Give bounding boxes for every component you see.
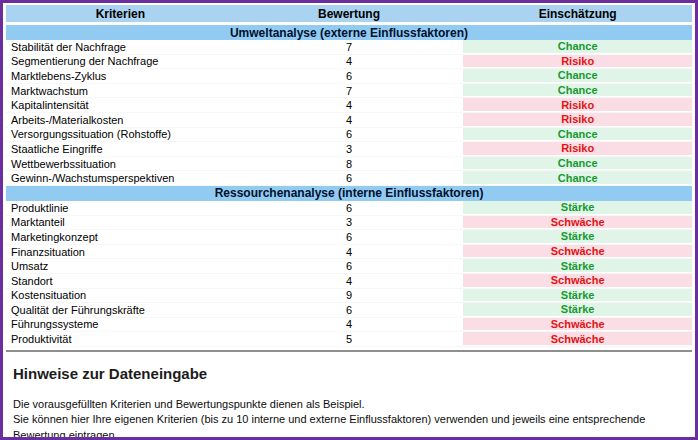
table-row: Umsatz6Stärke	[6, 259, 692, 274]
criterion-cell[interactable]: Finanzsituation	[6, 245, 235, 259]
table-row: Kapitalintensität4Risiko	[6, 98, 692, 113]
criterion-cell[interactable]: Marketingkonzept	[6, 230, 235, 244]
column-header-einschaetzung: Einschätzung	[463, 7, 692, 21]
rating-cell[interactable]: 4	[235, 245, 464, 259]
table-row: Segmentierung der Nachfrage4Risiko	[6, 55, 692, 70]
criterion-cell[interactable]: Segmentierung der Nachfrage	[6, 55, 235, 69]
criterion-cell[interactable]: Stabilität der Nachfrage	[6, 40, 235, 54]
criterion-cell[interactable]: Umsatz	[6, 259, 235, 273]
notes-section: Hinweise zur Dateneingabe Die vorausgefü…	[6, 350, 692, 440]
table-row: Führungssysteme4Schwäche	[6, 318, 692, 333]
table-row: Arbeits-/Materialkosten4Risiko	[6, 113, 692, 128]
rating-cell[interactable]: 4	[235, 113, 464, 127]
assessment-cell: Chance	[463, 157, 692, 171]
rating-cell[interactable]: 5	[235, 332, 464, 346]
table-row: Marktlebens-Zyklus6Chance	[6, 69, 692, 84]
rating-cell[interactable]: 6	[235, 69, 464, 83]
rating-cell[interactable]: 7	[235, 40, 464, 54]
rating-cell[interactable]: 4	[235, 55, 464, 69]
table-body: Umweltanalyse (externe Einflussfaktoren)…	[6, 25, 692, 347]
assessment-cell: Schwäche	[463, 245, 692, 259]
criterion-cell[interactable]: Standort	[6, 274, 235, 288]
rating-cell[interactable]: 6	[235, 259, 464, 273]
criterion-cell[interactable]: Produktlinie	[6, 201, 235, 215]
rating-cell[interactable]: 6	[235, 230, 464, 244]
table-row: Qualität der Führungskräfte6Stärke	[6, 303, 692, 318]
criterion-cell[interactable]: Qualität der Führungskräfte	[6, 303, 235, 317]
criterion-cell[interactable]: Wettbewerbssituation	[6, 157, 235, 171]
rating-cell[interactable]: 7	[235, 84, 464, 98]
assessment-cell: Stärke	[463, 303, 692, 317]
criterion-cell[interactable]: Versorgungssituation (Rohstoffe)	[6, 128, 235, 142]
criterion-cell[interactable]: Führungssysteme	[6, 318, 235, 332]
assessment-cell: Schwäche	[463, 216, 692, 230]
assessment-cell: Stärke	[463, 259, 692, 273]
assessment-cell: Risiko	[463, 113, 692, 127]
table-row: Staatliche Eingriffe3Risiko	[6, 142, 692, 157]
rating-cell[interactable]: 6	[235, 303, 464, 317]
table-row: Gewinn-/Wachstumsperspektiven6Chance	[6, 171, 692, 186]
table-header-row: Kriterien Bewertung Einschätzung	[6, 5, 692, 22]
notes-line: Sie können hier Ihre eigenen Kriterien (…	[13, 412, 680, 440]
criterion-cell[interactable]: Marktlebens-Zyklus	[6, 69, 235, 83]
assessment-cell: Risiko	[463, 142, 692, 156]
rating-cell[interactable]: 4	[235, 98, 464, 112]
table-row: Finanzsituation4Schwäche	[6, 245, 692, 260]
assessment-cell: Risiko	[463, 98, 692, 112]
column-header-bewertung: Bewertung	[235, 7, 464, 21]
rating-cell[interactable]: 4	[235, 274, 464, 288]
criterion-cell[interactable]: Kostensituation	[6, 289, 235, 303]
rating-cell[interactable]: 3	[235, 216, 464, 230]
table-row: Wettbewerbssituation8Chance	[6, 157, 692, 172]
table-row: Kostensituation9Stärke	[6, 289, 692, 304]
assessment-cell: Chance	[463, 128, 692, 142]
table-row: Produktivität5Schwäche	[6, 332, 692, 347]
notes-title: Hinweise zur Dateneingabe	[13, 365, 680, 382]
table-row: Standort4Schwäche	[6, 274, 692, 289]
criterion-cell[interactable]: Staatliche Eingriffe	[6, 142, 235, 156]
section-header: Umweltanalyse (externe Einflussfaktoren)	[6, 25, 692, 40]
table-row: Produktlinie6Stärke	[6, 201, 692, 216]
assessment-cell: Schwäche	[463, 332, 692, 346]
criterion-cell[interactable]: Gewinn-/Wachstumsperspektiven	[6, 171, 235, 185]
assessment-cell: Stärke	[463, 230, 692, 244]
assessment-cell: Chance	[463, 40, 692, 54]
rating-cell[interactable]: 4	[235, 318, 464, 332]
rating-cell[interactable]: 3	[235, 142, 464, 156]
assessment-cell: Schwäche	[463, 318, 692, 332]
criterion-cell[interactable]: Arbeits-/Materialkosten	[6, 113, 235, 127]
criterion-cell[interactable]: Marktwachstum	[6, 84, 235, 98]
assessment-cell: Chance	[463, 171, 692, 185]
column-header-kriterien: Kriterien	[6, 7, 235, 21]
criterion-cell[interactable]: Produktivität	[6, 332, 235, 346]
section-header: Ressourchenanalyse (interne Einflussfakt…	[6, 186, 692, 201]
assessment-cell: Chance	[463, 84, 692, 98]
rating-cell[interactable]: 8	[235, 157, 464, 171]
rating-cell[interactable]: 9	[235, 289, 464, 303]
assessment-cell: Stärke	[463, 201, 692, 215]
table-row: Marktanteil3Schwäche	[6, 216, 692, 231]
table-row: Marketingkonzept6Stärke	[6, 230, 692, 245]
swot-analysis-sheet: Kriterien Bewertung Einschätzung Umwelta…	[0, 0, 698, 440]
table-row: Versorgungssituation (Rohstoffe)6Chance	[6, 128, 692, 143]
assessment-cell: Stärke	[463, 289, 692, 303]
assessment-cell: Risiko	[463, 55, 692, 69]
criterion-cell[interactable]: Kapitalintensität	[6, 98, 235, 112]
criterion-cell[interactable]: Marktanteil	[6, 216, 235, 230]
notes-line: Die vorausgefüllten Kriterien und Bewert…	[13, 397, 680, 412]
assessment-cell: Chance	[463, 69, 692, 83]
assessment-cell: Schwäche	[463, 274, 692, 288]
rating-cell[interactable]: 6	[235, 201, 464, 215]
rating-cell[interactable]: 6	[235, 128, 464, 142]
rating-cell[interactable]: 6	[235, 171, 464, 185]
table-row: Marktwachstum7Chance	[6, 84, 692, 99]
table-row: Stabilität der Nachfrage7Chance	[6, 40, 692, 55]
